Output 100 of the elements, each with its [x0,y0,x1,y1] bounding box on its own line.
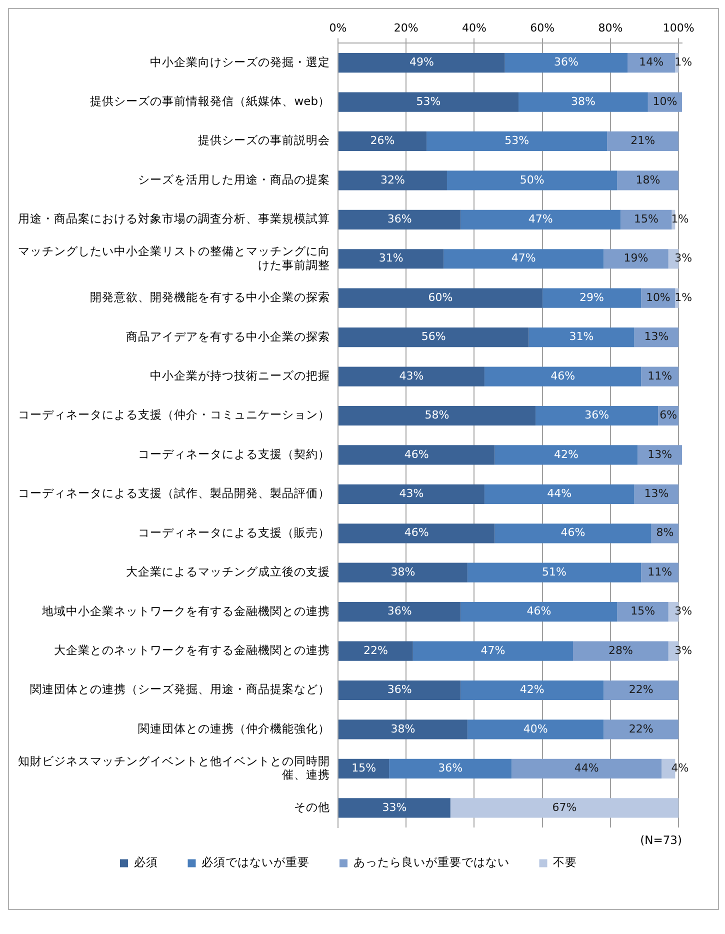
bar [338,366,484,386]
bar [484,484,634,504]
data-label: 32% [380,173,405,186]
data-label: 36% [554,56,578,69]
data-label: 21% [630,134,656,148]
data-label: 31% [569,330,594,344]
x-tick-label: 20% [394,21,418,34]
y-tick-label: 大企業とのネットワークを有する金融機関との連携 [54,643,330,658]
data-label: 31% [378,252,404,265]
bar [338,170,447,190]
bar [338,131,427,152]
x-tick-label: 40% [462,21,486,34]
data-label: 26% [370,134,395,148]
data-label: 42% [554,448,578,461]
bar [338,602,461,622]
x-tick-label: 100% [662,21,694,34]
bar [338,641,413,661]
data-label: 43% [399,487,424,500]
bar [607,131,679,152]
bar [338,249,444,269]
legend-label: あったら良いが重要ではない [353,855,510,870]
y-tick-label: マッチングしたい中小企業リストの整備とマッチングに向けた事前調整 [18,244,330,272]
data-label: 46% [526,604,552,618]
bar [338,406,536,426]
data-label: 3% [674,604,692,618]
data-label: 36% [387,212,412,226]
y-tick-label: 大企業によるマッチング成立後の支援 [126,564,330,579]
data-label: 47% [528,212,553,226]
bar [617,602,668,622]
bar [536,406,658,426]
data-label: 33% [382,800,407,814]
bar [338,798,450,818]
bar [460,680,604,700]
bar [412,641,574,661]
data-label: 11% [648,369,672,382]
bar [604,680,679,700]
data-label: 1% [674,56,692,69]
bar [604,720,679,740]
data-label: 28% [608,644,633,657]
data-label: 11% [648,565,672,578]
y-tick-label: 中小企業が持つ技術ニーズの把握 [150,368,330,383]
data-label: 58% [424,408,450,422]
y-tick-label: コーディネータによる支援（契約） [138,446,330,461]
bar [338,562,468,582]
bar [426,131,608,152]
y-tick-label: コーディネータによる支援（販売） [138,525,330,540]
bar [338,524,495,544]
data-label: 10% [652,94,678,108]
data-label: 40% [523,722,548,736]
y-tick-label: 提供シーズの事前説明会 [198,133,330,148]
data-label: 13% [648,448,672,461]
data-label: 38% [571,94,596,108]
bar [444,249,604,269]
data-label: 13% [644,330,669,344]
bar [641,366,679,386]
data-label: 3% [674,252,692,265]
data-label: 1% [674,290,692,304]
data-label: 22% [628,683,654,696]
data-label: 46% [560,526,586,540]
bar [573,641,668,661]
data-label: 13% [644,487,669,500]
bar [450,798,679,818]
bar [338,328,529,348]
data-label: 46% [404,448,429,461]
bar [460,210,621,230]
bar [389,758,512,778]
text: (N=73) [640,833,682,848]
y-tick-label: 知財ビジネスマッチングイベントと他イベントとの同時開催、連携 [18,754,330,782]
y-tick-label: コーディネータによる支援（仲介・コミュニケーション） [18,408,330,422]
x-tick-label: 60% [530,21,555,34]
y-tick-label: 中小企業向けシーズの発掘・選定 [150,54,330,69]
data-label: 38% [390,722,416,736]
bar [528,328,634,348]
bar [338,758,390,778]
y-tick-label: シーズを活用した用途・商品の提案 [138,172,330,186]
data-label: 46% [550,369,576,382]
x-tick-label: 80% [598,21,623,34]
data-label: 49% [409,56,434,69]
legend-label: 必須 [134,855,158,870]
bar [484,366,642,386]
data-label: 67% [552,800,577,814]
bar [604,249,668,269]
bar [338,92,519,112]
y-tick-label: 地域中小企業ネットワークを有する金融機関との連携 [41,604,330,618]
data-label: 6% [660,408,678,422]
data-label: 36% [387,604,412,618]
x-tick-label: 0% [329,21,347,34]
bar [338,288,542,308]
y-tick-label: 用途・商品案における対象市場の調査分析、事業規模試算 [18,212,330,226]
bar [338,445,495,465]
bar [620,210,672,230]
y-tick-label: 提供シーズの事前情報発信（紙媒体、web） [90,94,330,108]
data-label: 47% [480,644,506,657]
data-label: 18% [636,173,660,186]
bar [338,720,468,740]
y-tick-label: 開発意欲、開発機能を有する中小企業の探索 [90,290,330,304]
data-label: 15% [630,604,656,618]
data-label: 38% [390,565,416,578]
bar [467,720,604,740]
data-label: 22% [628,722,654,736]
